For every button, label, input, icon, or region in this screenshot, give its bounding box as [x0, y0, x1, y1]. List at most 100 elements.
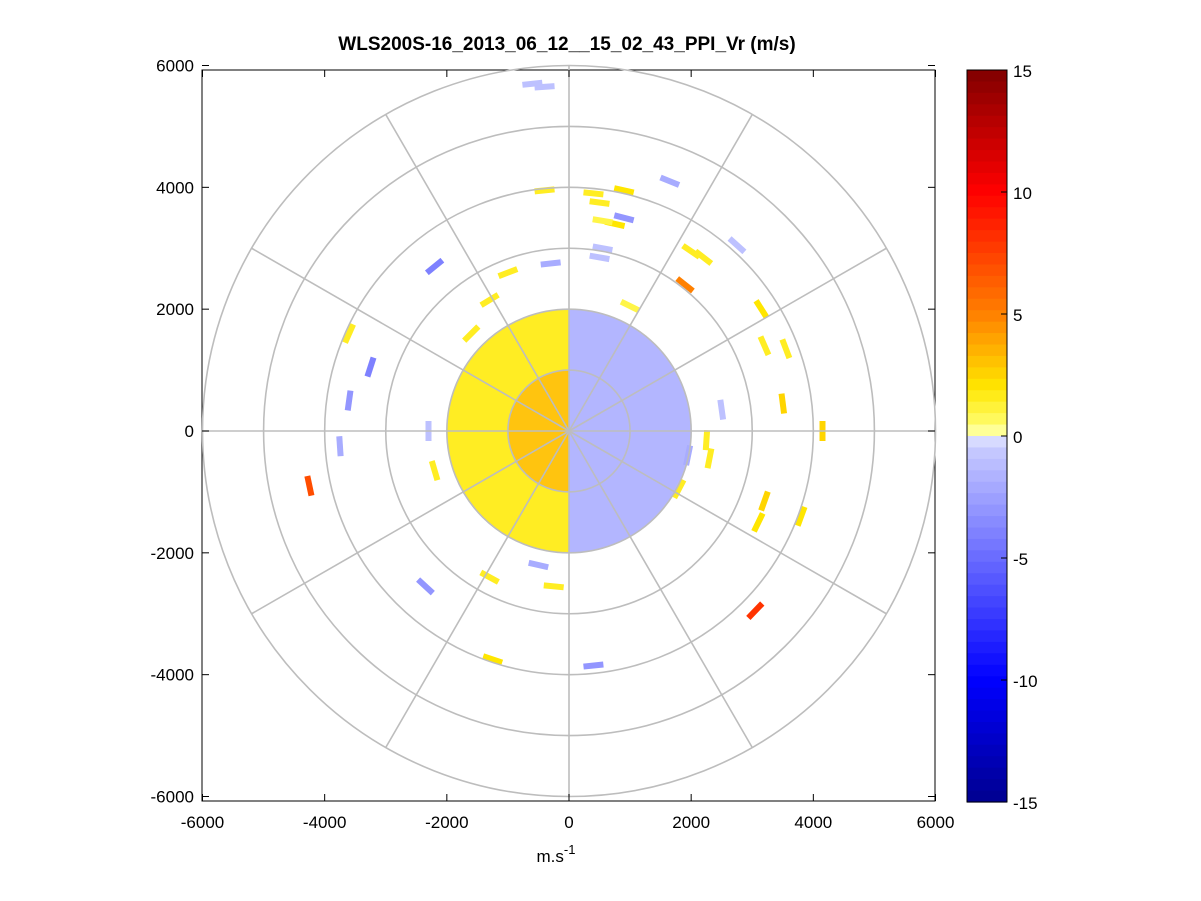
- range-gate: [778, 393, 788, 414]
- colorbar-band: [967, 481, 1007, 494]
- colorbar-band: [967, 470, 1007, 483]
- colorbar-band: [967, 561, 1007, 574]
- colorbar-band: [967, 607, 1007, 620]
- colorbar-tick-label: -10: [1013, 672, 1038, 691]
- chart-title: WLS200S-16_2013_06_12__15_02_43_PPI_Vr (…: [338, 34, 795, 55]
- axis-ticks: -6000 -4000 -2000 0 2000 4000 6000 -6000 -4000 -2…: [151, 57, 955, 833]
- colorbar-band: [967, 378, 1007, 391]
- colorbar-band: [967, 264, 1007, 277]
- colorbar-band: [967, 92, 1007, 105]
- colorbar-band: [967, 687, 1007, 700]
- radial-spoke: [568, 247, 887, 432]
- colorbar-tick-label: 10: [1013, 184, 1032, 203]
- range-gate: [613, 185, 635, 196]
- colorbar-tick-label: 5: [1013, 306, 1022, 325]
- colorbar-band: [967, 195, 1007, 208]
- range-gate: [543, 582, 564, 591]
- colorbar-band: [967, 504, 1007, 517]
- range-gate: [416, 577, 435, 596]
- x-tick-label: 2000: [672, 813, 710, 832]
- colorbar-tick-label: -15: [1013, 794, 1038, 813]
- colorbar-band: [967, 127, 1007, 140]
- colorbar-band: [967, 733, 1007, 746]
- x-tick-label: -4000: [303, 813, 346, 832]
- colorbar-band: [967, 436, 1007, 449]
- colorbar-band: [967, 401, 1007, 414]
- range-gate: [424, 257, 445, 276]
- radial-spoke: [385, 114, 570, 432]
- colorbar-band: [967, 447, 1007, 460]
- colorbar-band: [967, 538, 1007, 551]
- y-tick-label: 2000: [156, 300, 194, 319]
- colorbar-band: [967, 287, 1007, 300]
- range-gate: [613, 212, 635, 224]
- colorbar-band: [967, 596, 1007, 609]
- range-gate: [592, 243, 613, 254]
- colorbar-band: [967, 721, 1007, 734]
- range-gate: [428, 460, 441, 482]
- colorbar-band: [967, 150, 1007, 163]
- colorbar-band: [967, 756, 1007, 769]
- range-gate: [619, 299, 641, 314]
- range-gate: [583, 661, 604, 670]
- range-gate: [482, 653, 504, 666]
- colorbar-band: [967, 493, 1007, 506]
- range-gate: [479, 569, 500, 585]
- colorbar-band: [967, 390, 1007, 403]
- x-tick-label: -2000: [425, 813, 468, 832]
- colorbar-tick-label: -5: [1013, 550, 1028, 569]
- range-gate: [497, 266, 519, 280]
- colorbar-band: [967, 699, 1007, 712]
- colorbar-tick-label: 15: [1013, 62, 1032, 81]
- y-tick-label: 6000: [156, 57, 194, 76]
- y-tick-label: 4000: [156, 178, 194, 197]
- range-gate: [589, 198, 610, 207]
- colorbar-band: [967, 161, 1007, 174]
- x-tick-label: 6000: [917, 813, 955, 832]
- range-gate: [727, 236, 747, 255]
- colorbar-band: [967, 664, 1007, 677]
- colorbar-ticks: 15 10 5 0 -5 -10 -15: [1001, 62, 1038, 813]
- colorbar-band: [967, 458, 1007, 471]
- x-axis-label: m.s-1: [537, 842, 576, 866]
- plot-area: -6000 -4000 -2000 0 2000 4000 6000 -6000 -4000 -2…: [151, 57, 955, 833]
- colorbar-band: [967, 550, 1007, 563]
- colorbar-band: [967, 413, 1007, 426]
- x-tick-label: 0: [564, 813, 573, 832]
- range-gate: [304, 475, 315, 497]
- range-gate: [675, 276, 695, 294]
- range-gate: [364, 356, 377, 378]
- range-gate: [758, 490, 771, 512]
- colorbar-band: [967, 630, 1007, 643]
- colorbar-band: [967, 218, 1007, 231]
- colorbar-band: [967, 790, 1007, 803]
- colorbar-band: [967, 744, 1007, 757]
- range-gate: [344, 390, 354, 411]
- range-gate: [751, 512, 766, 533]
- range-gates: [304, 79, 826, 670]
- colorbar-band: [967, 104, 1007, 117]
- range-gate: [534, 83, 555, 91]
- x-tick-label: 4000: [794, 813, 832, 832]
- range-gate: [540, 259, 561, 268]
- radial-spoke: [385, 430, 570, 748]
- colorbar-band: [967, 641, 1007, 654]
- y-tick-label: -6000: [151, 788, 194, 807]
- radial-spoke: [568, 430, 753, 748]
- range-gate: [522, 79, 543, 88]
- colorbar-band: [967, 275, 1007, 288]
- range-gate: [704, 448, 715, 469]
- range-gate: [342, 323, 356, 344]
- x-axis-label-exponent: -1: [564, 842, 576, 857]
- colorbar-tick-label: 0: [1013, 428, 1022, 447]
- colorbar-band: [967, 81, 1007, 94]
- range-gate: [462, 324, 481, 343]
- colorbar-band: [967, 333, 1007, 346]
- colorbar-band: [967, 619, 1007, 632]
- y-tick-label: -4000: [151, 666, 194, 685]
- range-gate: [534, 186, 555, 195]
- y-tick-label: -2000: [151, 544, 194, 563]
- radial-spoke: [568, 114, 753, 432]
- range-gate: [746, 601, 765, 620]
